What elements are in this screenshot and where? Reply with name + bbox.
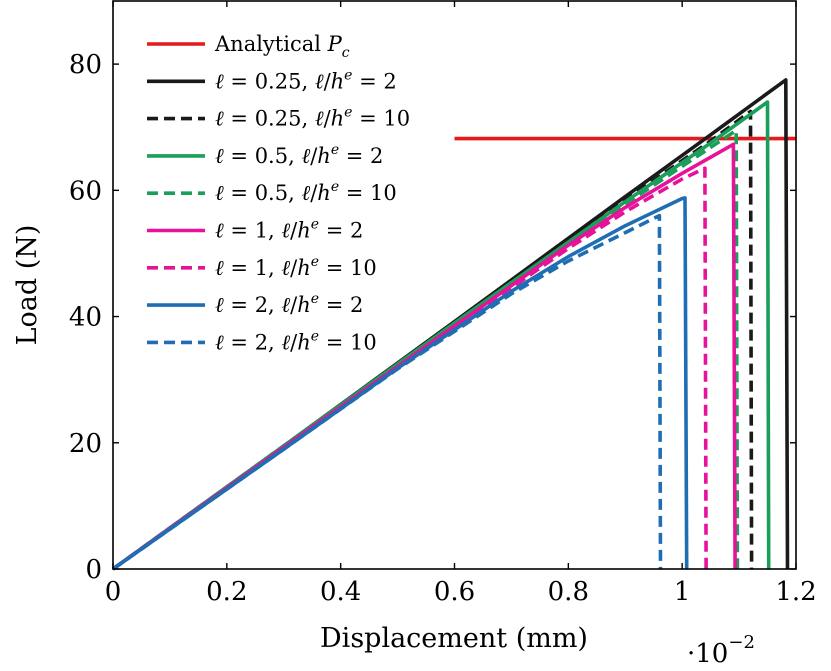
legend-label-1: Analytical Pc bbox=[214, 32, 350, 61]
y-tick-label: 0 bbox=[85, 555, 102, 585]
legend: Analytical Pc ℓ = 0.25, ℓ/he = 2 ℓ = 0.25,… bbox=[147, 32, 410, 354]
legend-label-5: ℓ = 0.5, ℓ/he = 10 bbox=[215, 179, 397, 205]
legend-label-4: ℓ = 0.5, ℓ/he = 2 bbox=[215, 142, 383, 168]
legend-label-8: ℓ = 2, ℓ/he = 2 bbox=[215, 291, 363, 317]
legend-label-6: ℓ = 1, ℓ/he = 2 bbox=[215, 217, 363, 243]
legend-label-9: ℓ = 2, ℓ/he = 10 bbox=[215, 328, 377, 354]
x-tick-label: 1.2 bbox=[775, 577, 816, 607]
legend-label-3: ℓ = 0.25, ℓ/he = 10 bbox=[215, 105, 410, 131]
x-tick-label: 0.8 bbox=[548, 577, 589, 607]
x-tick-label: 0.4 bbox=[320, 577, 361, 607]
x-axis-multiplier: ·10−2 bbox=[687, 632, 755, 669]
x-axis-label: Displacement (mm) bbox=[320, 623, 588, 654]
y-tick-label: 40 bbox=[69, 303, 102, 333]
y-tick-label: 80 bbox=[69, 50, 102, 80]
legend-label-2: ℓ = 0.25, ℓ/he = 2 bbox=[215, 67, 397, 93]
x-tick-label: 0.6 bbox=[434, 577, 475, 607]
series-line-8 bbox=[111, 196, 689, 571]
plot-data bbox=[111, 78, 796, 571]
y-tick-label: 60 bbox=[69, 176, 102, 206]
axis-ticks: 0 0.2 0.4 0.6 0.8 1 1.2 0 20 40 60 80 bbox=[69, 1, 817, 607]
y-tick-label: 20 bbox=[69, 429, 102, 459]
series-line-9 bbox=[111, 213, 663, 571]
legend-label-7: ℓ = 1, ℓ/he = 10 bbox=[215, 254, 377, 280]
x-tick-label: 0.2 bbox=[206, 577, 247, 607]
x-tick-label: 1 bbox=[674, 577, 691, 607]
x-tick-label: 0 bbox=[105, 577, 122, 607]
y-axis-label: Load (N) bbox=[12, 225, 43, 346]
